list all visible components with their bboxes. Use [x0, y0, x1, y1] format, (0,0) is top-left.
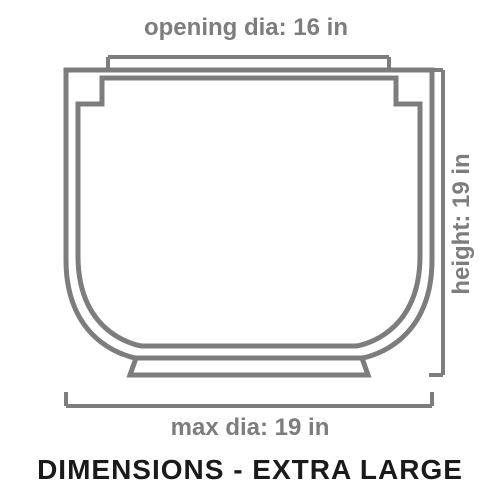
dimension-diagram: opening dia: 16 in max dia: 19 in height…	[0, 0, 500, 500]
opening-diameter-label: opening dia: 16 in	[106, 14, 386, 42]
max-diameter-label: max dia: 19 in	[100, 414, 400, 442]
planter-outer	[66, 70, 432, 358]
planter-foot	[130, 358, 368, 375]
planter-inner	[78, 78, 420, 346]
height-label: height: 19 in	[448, 124, 476, 324]
diagram-title: DIMENSIONS - EXTRA LARGE	[0, 454, 500, 486]
